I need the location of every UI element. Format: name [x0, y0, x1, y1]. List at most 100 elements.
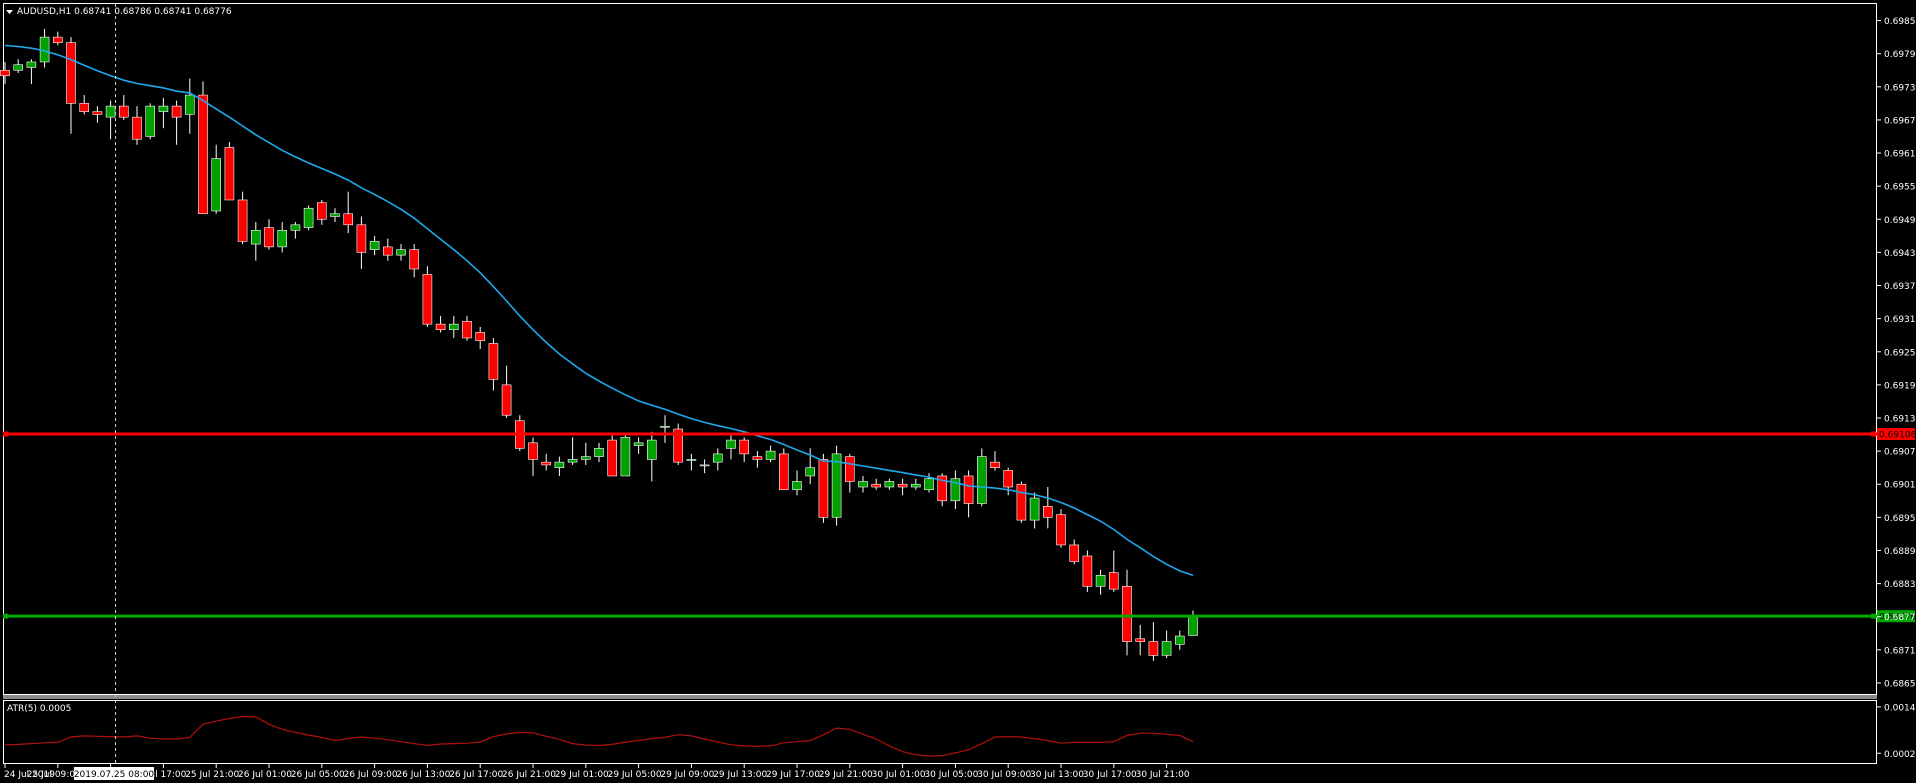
bear-candle-body: [990, 461, 1000, 468]
candle: [528, 437, 538, 476]
bull-candle-body: [620, 437, 631, 477]
time-tick-label: 30 Jul 17:00: [1083, 770, 1137, 780]
atr-label: ATR(5) 0.0005: [7, 704, 71, 714]
time-tick-label: 30 Jul 13:00: [1030, 770, 1084, 780]
candle: [765, 445, 776, 463]
bear-candle-body: [844, 456, 855, 482]
candle: [1135, 625, 1145, 656]
bull-candle-body: [831, 453, 842, 518]
moving-average-line: [4, 44, 1194, 577]
bull-candle-body: [884, 481, 895, 488]
bull-candle-body: [660, 425, 670, 428]
time-tick-label: 30 Jul 21:00: [1136, 770, 1190, 780]
dropdown-triangle-icon[interactable]: [6, 10, 13, 14]
candle: [1148, 622, 1159, 661]
bear-candle-body: [52, 36, 63, 43]
price-tick-label: 0.69075: [1884, 448, 1916, 458]
bear-candle-body: [1135, 638, 1145, 642]
moving-average-series: [4, 44, 1194, 577]
candle: [594, 442, 604, 463]
bull-candle-body: [448, 323, 459, 330]
level-handle[interactable]: [1871, 613, 1876, 619]
atr-indicator: 0.0014 0.0002: [4, 703, 1916, 760]
candle: [264, 219, 274, 250]
bear-candle-body: [92, 111, 103, 115]
time-tick-label: 26 Jul 13:00: [396, 770, 450, 780]
level-handle[interactable]: [1871, 431, 1876, 437]
horizontal-levels: 0.69106 0.68776: [3, 428, 1916, 623]
candle: [52, 31, 63, 46]
time-tick-label: 29 Jul 13:00: [713, 770, 767, 780]
bull-candle-body: [290, 224, 301, 231]
bear-candle-body: [739, 439, 750, 455]
bear-candle-body: [382, 246, 393, 256]
bear-candle-body: [79, 103, 89, 112]
level-price-label: 0.69106: [1879, 431, 1916, 441]
bull-candle-body: [303, 207, 314, 228]
atr-line: [4, 715, 1194, 757]
level-price-tag: [1877, 428, 1915, 441]
time-tick-label: 26 Jul 21:00: [502, 770, 556, 780]
candle: [356, 216, 367, 269]
candle: [963, 470, 974, 518]
bull-candle-body: [699, 464, 710, 467]
candle: [712, 448, 723, 471]
bear-candle-body: [1109, 572, 1119, 590]
candle: [646, 431, 657, 482]
bull-candle-body: [805, 467, 816, 477]
price-tick-label: 0.69015: [1884, 481, 1916, 491]
bear-candle-body: [871, 483, 882, 488]
level-handle[interactable]: [3, 431, 8, 437]
candle: [1056, 509, 1066, 548]
candle: [251, 222, 261, 261]
bull-candle-body: [13, 64, 23, 71]
bear-candle-body: [171, 105, 182, 118]
price-tick-label: 0.69315: [1884, 315, 1916, 325]
bear-candle-body: [316, 202, 327, 220]
candle: [211, 144, 221, 214]
level-handle[interactable]: [3, 613, 8, 619]
candle: [937, 473, 948, 507]
price-tick-label: 0.69675: [1884, 116, 1916, 126]
bear-candle-body: [0, 69, 10, 77]
price-tick-label: 0.69435: [1884, 249, 1916, 259]
candle: [778, 448, 789, 491]
price-tick-label: 0.69855: [1884, 17, 1916, 27]
candle: [567, 437, 578, 465]
price-tick-label: 0.68775: [1884, 613, 1916, 623]
candle: [752, 451, 763, 468]
candle: [871, 478, 882, 490]
bull-candle-body: [369, 241, 380, 250]
bull-candle-body: [686, 459, 697, 461]
bear-candle-body: [752, 456, 763, 460]
candle: [739, 437, 750, 463]
bull-candle-body: [580, 456, 591, 460]
bear-candle-body: [963, 475, 974, 504]
bull-candle-body: [277, 230, 288, 248]
bear-candle-body: [1056, 514, 1066, 546]
price-tick-label: 0.69255: [1884, 348, 1916, 358]
time-tick-label: 29 Jul 17:00: [766, 770, 820, 780]
panel-separator[interactable]: [3, 695, 1877, 699]
bull-candle-body: [1029, 497, 1040, 521]
bull-candle-body: [145, 105, 155, 137]
candle: [673, 423, 684, 465]
time-tick-label: 24 Jul 2019: [4, 770, 55, 780]
bull-candle-body: [910, 483, 921, 488]
bear-candle-body: [1043, 506, 1053, 518]
candle: [1043, 487, 1053, 529]
bear-candle-body: [897, 483, 908, 488]
candle: [633, 437, 644, 454]
bull-candle-body: [976, 456, 987, 504]
bull-candle-body: [251, 230, 261, 245]
price-axis[interactable]: 0.69855 0.69795 0.69735 0.69675 0.69615 0.695…: [1877, 17, 1916, 689]
price-tick-label: 0.68835: [1884, 580, 1916, 590]
candle: [488, 337, 499, 391]
price-tick-label: 0.69735: [1884, 83, 1916, 93]
bear-candle-body: [541, 461, 552, 466]
bull-candle-body: [567, 459, 578, 463]
candle: [475, 326, 486, 349]
price-tick-label: 0.69135: [1884, 415, 1916, 425]
